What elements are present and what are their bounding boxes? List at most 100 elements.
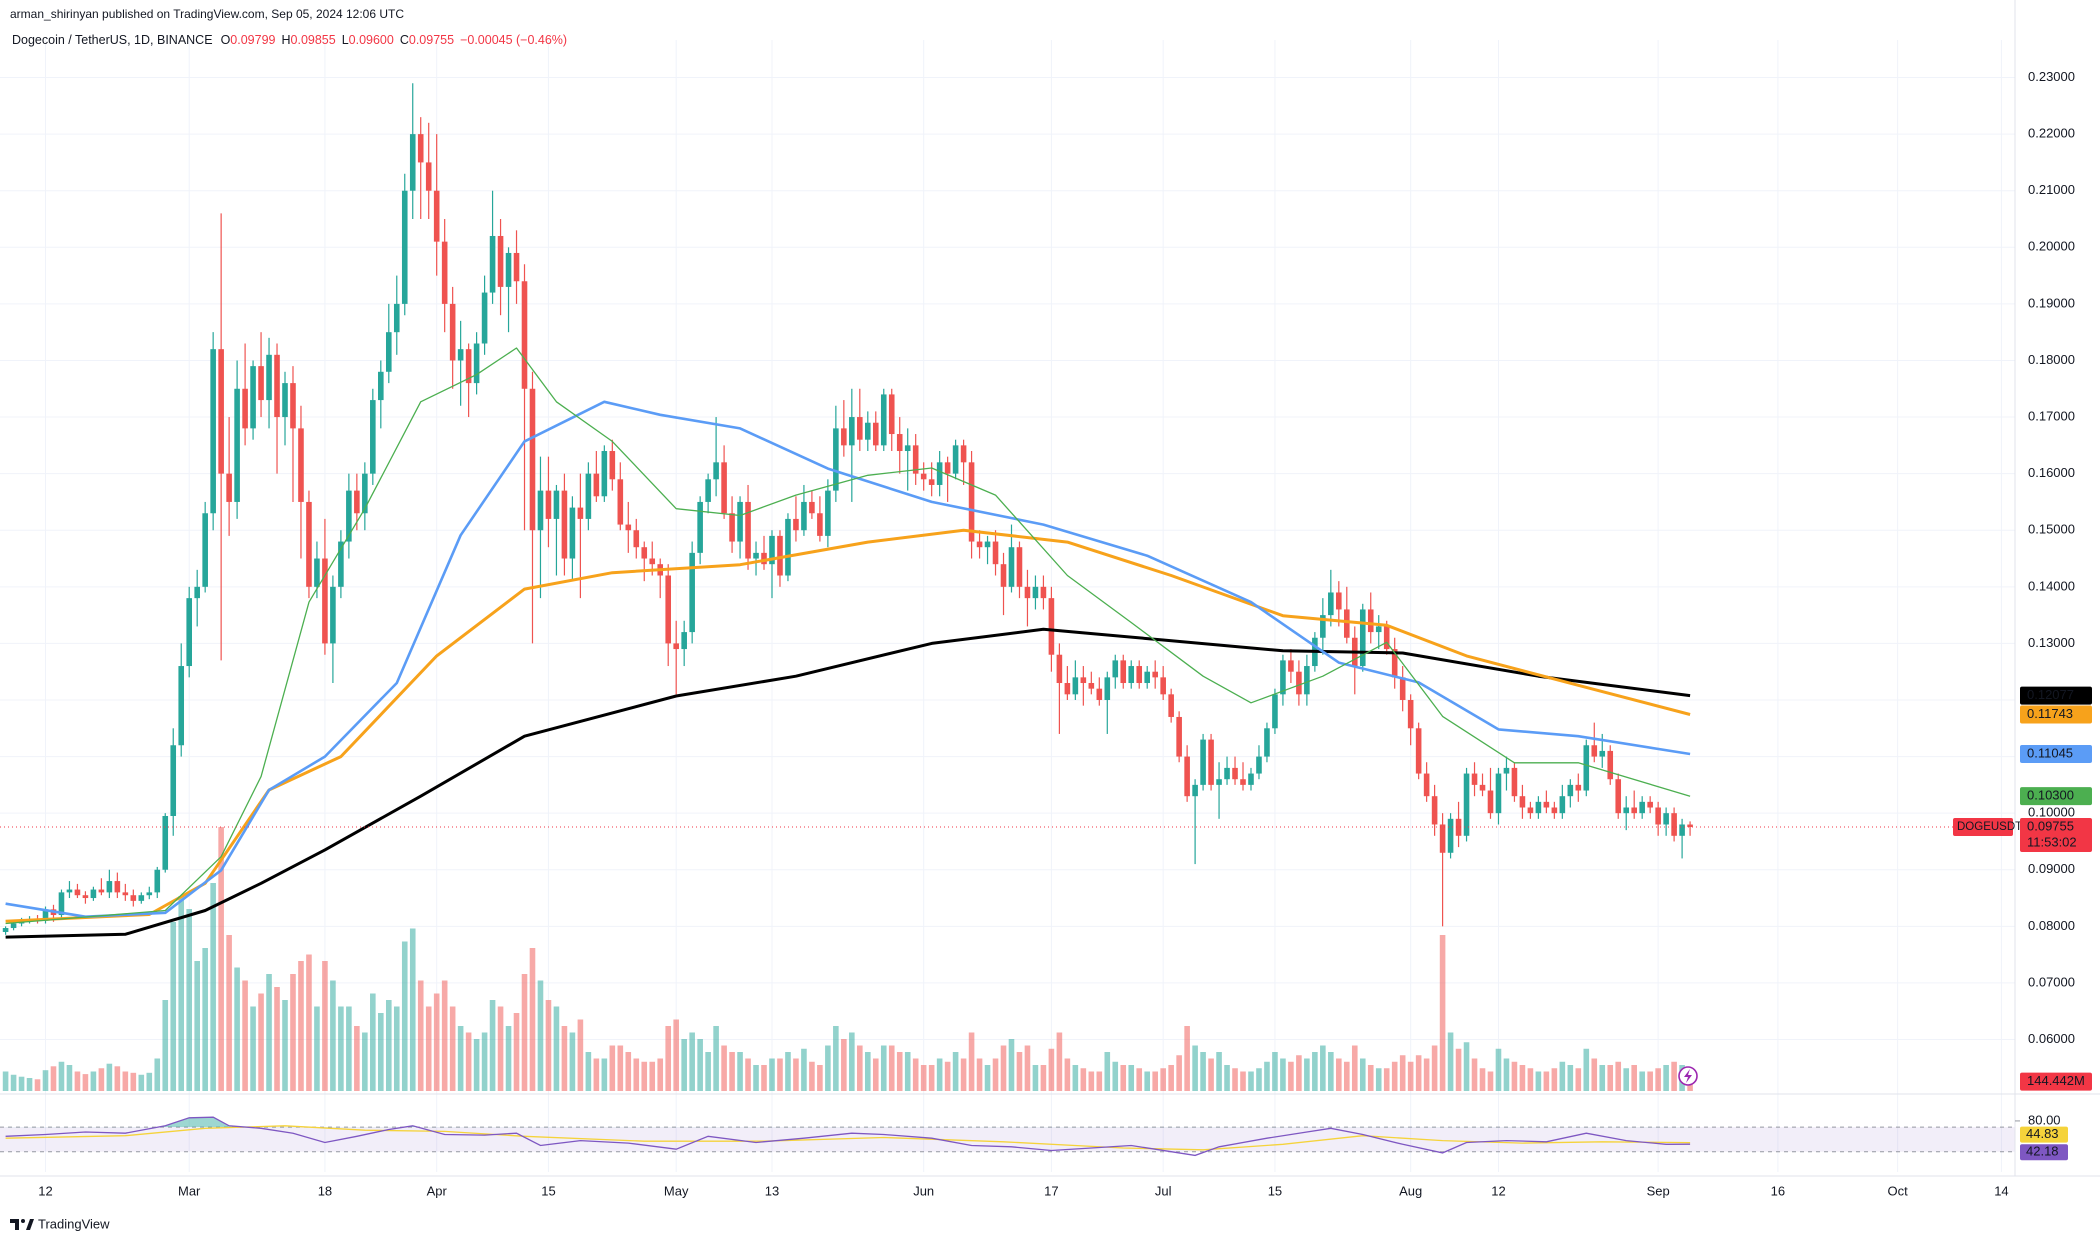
volume-bar: [1096, 1071, 1103, 1091]
volume-bar: [378, 1013, 384, 1091]
x-tick-label: Sep: [1647, 1183, 1670, 1198]
volume-bar: [505, 1026, 512, 1091]
candle-body: [1168, 694, 1174, 717]
candle-body: [98, 889, 105, 893]
candle-body: [1144, 671, 1151, 684]
candle-body: [1535, 801, 1542, 814]
volume-bar: [385, 1000, 392, 1091]
candle-body: [601, 451, 608, 497]
candle-body: [162, 815, 169, 870]
volume-bar: [186, 909, 192, 1091]
ma-label-bg: [2020, 686, 2092, 705]
candle-body: [1080, 677, 1087, 684]
volume-bar: [944, 1061, 951, 1091]
y-tick-label: 0.22000: [2028, 126, 2075, 141]
volume-bar: [481, 1032, 488, 1091]
volume-bar: [1144, 1071, 1151, 1091]
volume-label: 144.442M: [2027, 1073, 2085, 1088]
volume-bar: [1503, 1058, 1510, 1091]
candle-body: [1623, 807, 1630, 814]
candle-body: [42, 909, 49, 921]
volume-bar: [713, 1026, 719, 1091]
candle-body: [1296, 671, 1302, 695]
candle-body: [322, 558, 328, 644]
candle-body: [1264, 728, 1270, 757]
volume-bar: [1192, 1045, 1198, 1091]
volume-bar: [1567, 1065, 1574, 1091]
candle-body: [473, 343, 480, 384]
volume-bar: [1064, 1058, 1071, 1091]
candle-body: [1016, 547, 1023, 587]
volume-bar: [1056, 1032, 1063, 1091]
volume-bar: [1343, 1061, 1350, 1091]
volume-bar: [1407, 1061, 1414, 1091]
candle-body: [505, 252, 512, 287]
volume-bar: [1559, 1061, 1566, 1091]
candle-body: [960, 445, 967, 463]
moving-average: [5, 627, 1691, 939]
volume-bar: [178, 896, 185, 1091]
volume-bar: [1671, 1061, 1677, 1091]
x-tick-label: Aug: [1399, 1183, 1422, 1198]
volume-bar: [825, 1045, 831, 1091]
volume-bar: [1655, 1068, 1661, 1091]
volume-bar: [1152, 1071, 1158, 1091]
volume-bar: [473, 1039, 480, 1091]
candle-body: [465, 349, 472, 384]
ohlc-value: 0.09855: [291, 33, 336, 47]
volume-bar: [1336, 1058, 1342, 1091]
y-tick-label: 0.15000: [2028, 522, 2075, 537]
y-tick-label: 0.17000: [2028, 408, 2075, 423]
volume-bar: [1136, 1068, 1143, 1091]
candle-body: [122, 892, 129, 896]
candle-body: [1663, 813, 1669, 825]
volume-bar: [928, 1065, 935, 1091]
volume-bar: [673, 1019, 679, 1091]
volume-bar: [976, 1058, 983, 1091]
candle-body: [561, 490, 568, 559]
candle-body: [114, 881, 121, 893]
volume-bar: [705, 1052, 711, 1091]
candle-body: [1607, 750, 1614, 780]
volume-bar: [777, 1058, 783, 1091]
volume-bar: [1415, 1055, 1422, 1091]
candle-body: [306, 501, 312, 587]
candle-body: [545, 490, 552, 519]
candle-body: [409, 134, 416, 191]
candle-body: [242, 388, 248, 429]
volume-bar: [1088, 1071, 1095, 1091]
volume-bar: [1487, 1071, 1494, 1091]
volume-bar: [298, 961, 304, 1091]
volume-bar: [577, 1019, 584, 1091]
volume-bar: [1296, 1055, 1302, 1091]
volume-bar: [1320, 1045, 1326, 1091]
volume-bar: [138, 1074, 145, 1091]
grid-layer: [0, 40, 2015, 1172]
y-tick-label: 0.13000: [2028, 635, 2075, 650]
volume-bar: [330, 980, 336, 1091]
volume-bar: [817, 1065, 823, 1091]
x-tick-label: Apr: [427, 1183, 448, 1198]
candle-body: [1064, 683, 1071, 695]
candle-body: [697, 501, 703, 553]
x-tick-label: Mar: [178, 1183, 201, 1198]
candle-body: [74, 889, 81, 896]
candle-body: [1136, 666, 1143, 684]
y-tick-label: 0.19000: [2028, 295, 2075, 310]
candle-body: [1048, 598, 1055, 655]
volume-bar: [545, 1000, 552, 1091]
volume-bar: [50, 1066, 57, 1091]
candle-body: [82, 895, 89, 899]
y-tick-label: 0.20000: [2028, 239, 2075, 254]
candle-body: [984, 541, 991, 548]
x-tick-label: May: [664, 1183, 689, 1198]
volume-bar: [912, 1058, 919, 1091]
candle-body: [1200, 739, 1206, 785]
candle-body: [1280, 660, 1286, 695]
candle-body: [1455, 818, 1462, 836]
volume-bar: [58, 1061, 65, 1091]
candle-body: [920, 473, 927, 480]
candle-body: [1112, 660, 1119, 678]
candle-body: [274, 354, 280, 418]
